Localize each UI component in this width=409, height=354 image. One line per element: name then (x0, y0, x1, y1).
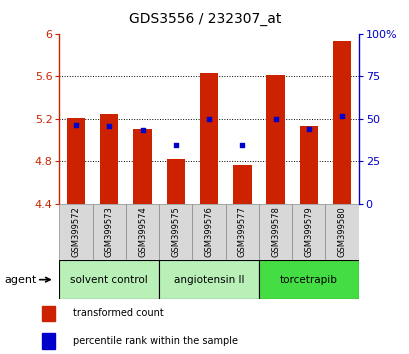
Point (205, 116, 212, 121)
Text: transformed count: transformed count (73, 308, 163, 318)
Bar (133, 129, 151, 204)
Point (272, 116, 278, 121)
Bar (233, 165, 251, 204)
Point (106, 123, 112, 129)
Bar (292, 204, 325, 260)
Bar (126, 204, 159, 260)
Bar (59, 204, 92, 260)
Bar (225, 204, 258, 260)
Bar (42, 306, 55, 321)
Bar (266, 75, 284, 204)
Text: torcetrapib: torcetrapib (279, 275, 337, 285)
Bar (59, 260, 159, 299)
Bar (325, 204, 358, 260)
Text: agent: agent (4, 275, 36, 285)
Bar (100, 114, 118, 204)
Point (139, 127, 146, 133)
Text: GSM399573: GSM399573 (105, 206, 114, 257)
Text: solvent control: solvent control (70, 275, 148, 285)
Point (305, 126, 311, 132)
Text: GSM399572: GSM399572 (72, 206, 81, 257)
Text: GSM399578: GSM399578 (270, 206, 279, 257)
Bar (159, 260, 258, 299)
Bar (166, 159, 184, 204)
Bar (42, 333, 55, 348)
Bar (192, 204, 225, 260)
Bar (258, 260, 358, 299)
Point (238, 142, 245, 148)
Bar (92, 204, 126, 260)
Bar (200, 73, 218, 204)
Text: GDS3556 / 232307_at: GDS3556 / 232307_at (128, 12, 281, 27)
Point (172, 142, 179, 148)
Text: GSM399576: GSM399576 (204, 206, 213, 257)
Point (338, 114, 344, 119)
Text: GSM399574: GSM399574 (138, 206, 147, 257)
Bar (159, 204, 192, 260)
Bar (299, 126, 317, 204)
Text: GSM399579: GSM399579 (303, 206, 312, 257)
Bar (67, 118, 85, 204)
Text: angiotensin II: angiotensin II (173, 275, 244, 285)
Text: GSM399577: GSM399577 (237, 206, 246, 257)
Text: percentile rank within the sample: percentile rank within the sample (73, 336, 237, 346)
Point (73, 122, 79, 128)
Text: GSM399575: GSM399575 (171, 206, 180, 257)
Bar (332, 41, 351, 204)
Bar (258, 204, 292, 260)
Text: GSM399580: GSM399580 (337, 206, 346, 257)
